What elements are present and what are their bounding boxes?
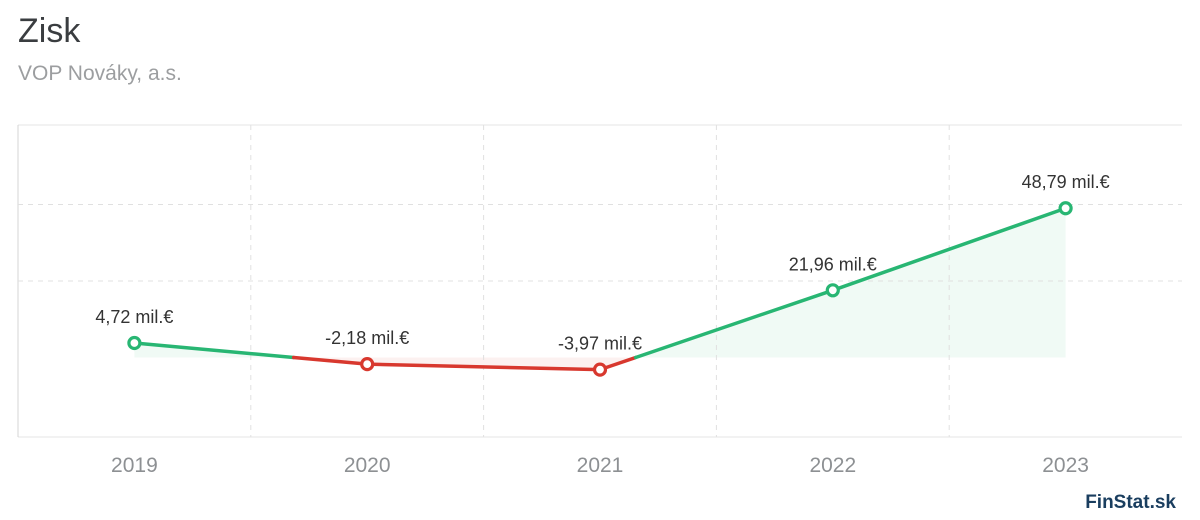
point-value-label: -3,97 mil.€ [558,334,642,354]
x-axis-label: 2020 [344,454,391,477]
point-value-label: 21,96 mil.€ [789,254,877,274]
data-point[interactable] [825,283,840,298]
data-point[interactable] [127,335,142,351]
line-segment-negative [291,355,638,372]
x-axis-label: 2023 [1042,454,1089,477]
point-value-label: -2,18 mil.€ [325,328,409,348]
area-fill-negative [293,357,636,370]
point-value-label: 4,72 mil.€ [95,307,173,327]
data-point[interactable] [360,357,375,372]
x-axis-label: 2019 [111,454,158,477]
chart-title: Zisk [18,12,81,50]
area-fill-positive [635,208,1066,358]
point-value-label: 48,79 mil.€ [1022,172,1110,192]
finstat-watermark-link[interactable]: FinStat.sk [1085,492,1176,513]
line-segment-positive [132,341,296,360]
x-axis-label: 2021 [577,454,624,477]
data-point[interactable] [1058,201,1073,216]
chart-subtitle: VOP Nováky, a.s. [18,62,182,85]
x-axis-label: 2022 [809,454,856,477]
data-point[interactable] [592,362,608,377]
